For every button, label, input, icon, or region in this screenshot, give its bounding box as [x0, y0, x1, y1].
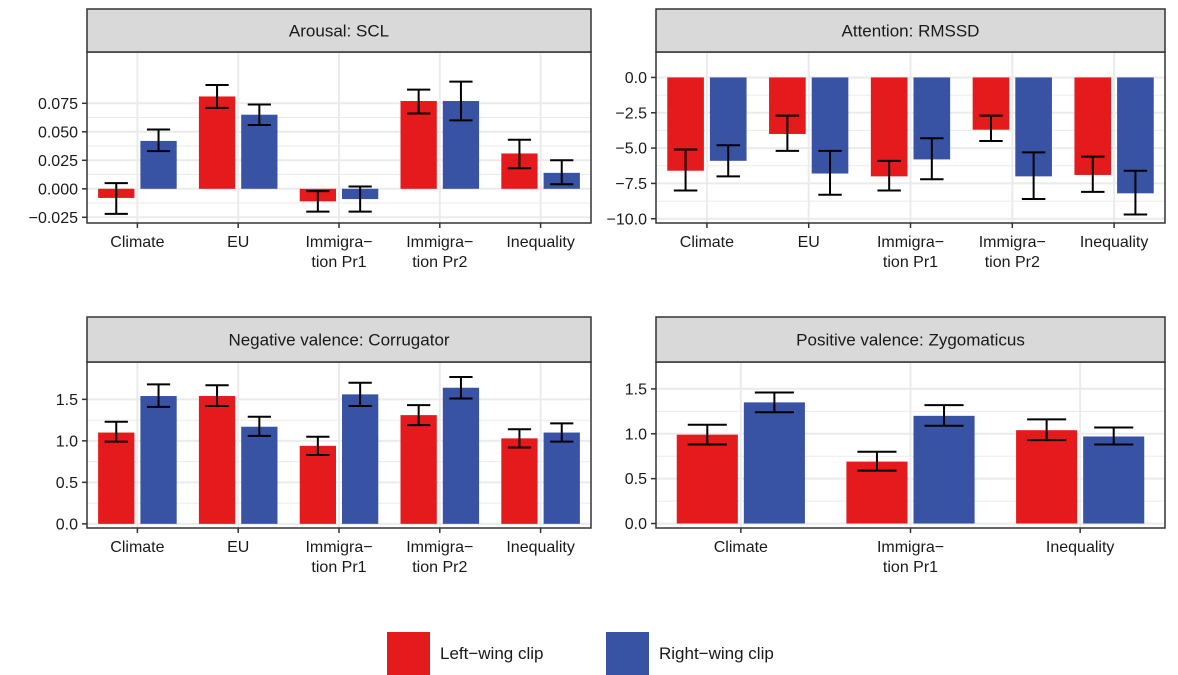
- x-tick-label: Climate: [110, 234, 164, 251]
- x-tick-label: EU: [227, 539, 249, 556]
- y-tick-label: −2.5: [615, 105, 647, 122]
- x-tick-label: Immigra− tion Pr1: [877, 234, 944, 271]
- y-tick-label: −0.025: [29, 210, 78, 227]
- bar-right-wing: [342, 394, 379, 524]
- bar-left-wing: [198, 396, 236, 524]
- bar-left-wing: [198, 96, 236, 189]
- bar-right-wing: [1083, 436, 1145, 524]
- bar-left-wing: [1016, 430, 1078, 524]
- x-tick-label: Climate: [680, 234, 734, 251]
- facet-strip: [86, 316, 592, 363]
- x-tick-label: Climate: [110, 539, 164, 556]
- y-tick-label: −10.0: [607, 211, 648, 228]
- legend-label: Left−wing clip: [440, 644, 543, 663]
- y-tick-label: 0.5: [625, 471, 647, 488]
- x-tick-label: Inequality: [1080, 234, 1149, 251]
- bar-left-wing: [501, 438, 538, 524]
- legend-key: [387, 632, 430, 675]
- y-tick-label: 0.0: [625, 516, 647, 533]
- legend-key: [606, 632, 649, 675]
- bar-left-wing: [299, 445, 336, 524]
- bar-left-wing: [98, 432, 135, 524]
- y-tick-label: 0.000: [38, 181, 78, 198]
- x-tick-label: Immigra− tion Pr2: [979, 234, 1046, 271]
- y-tick-label: 0.5: [56, 475, 78, 492]
- bar-right-wing: [241, 426, 278, 524]
- facet-strip: [655, 316, 1166, 363]
- x-tick-label: Inequality: [506, 234, 575, 251]
- panel-1: Arousal: SCL −0.025 0.000 0.025 0.050 0.075 Cl…: [29, 8, 592, 271]
- x-tick-label: Climate: [714, 539, 768, 556]
- y-tick-label: 0.075: [38, 96, 78, 113]
- y-tick-label: −5.0: [615, 141, 647, 158]
- y-tick-label: −7.5: [615, 176, 647, 193]
- panel-4: Positive valence: Zygomaticus 0.0 0.5 1.0 1.…: [625, 316, 1166, 576]
- facet-strip: [86, 8, 592, 53]
- legend-label: Right−wing clip: [659, 644, 774, 663]
- x-tick-label: EU: [798, 234, 820, 251]
- bar-right-wing: [442, 387, 480, 524]
- bar-right-wing: [743, 402, 805, 524]
- legend: Left−wing clip Right−wing clip: [387, 632, 774, 675]
- y-tick-label: 1.5: [625, 381, 647, 398]
- y-tick-label: 0.0: [625, 70, 647, 87]
- y-tick-label: 0.050: [38, 124, 78, 141]
- bar-right-wing: [241, 114, 278, 189]
- bar-right-wing: [140, 396, 177, 524]
- bar-left-wing: [676, 434, 738, 524]
- x-tick-label: Immigra− tion Pr2: [406, 539, 473, 576]
- x-tick-label: Immigra− tion Pr1: [877, 539, 944, 576]
- bar-left-wing: [400, 101, 437, 189]
- facet-title: Arousal: SCL: [289, 22, 389, 41]
- facet-title: Positive valence: Zygomaticus: [796, 331, 1025, 350]
- facet-title: Negative valence: Corrugator: [228, 331, 449, 350]
- facet-title: Attention: RMSSD: [842, 22, 980, 41]
- y-tick-label: 0.025: [38, 153, 78, 170]
- bar-left-wing: [846, 461, 908, 524]
- y-tick-label: 0.0: [56, 516, 78, 533]
- y-tick-label: 1.5: [56, 392, 78, 409]
- facet-strip: [655, 8, 1166, 53]
- panel-2: Attention: RMSSD −10.0 −7.5 −5.0 −2.5 0.0 Clim…: [607, 8, 1166, 271]
- panel-3: Negative valence: Corrugator 0.0 0.5 1.0 1.5…: [56, 316, 592, 576]
- x-tick-label: Inequality: [506, 539, 575, 556]
- x-tick-label: Immigra− tion Pr2: [406, 234, 473, 271]
- bar-right-wing: [913, 415, 975, 524]
- x-tick-label: EU: [227, 234, 249, 251]
- y-tick-label: 1.0: [56, 433, 78, 450]
- bar-left-wing: [400, 415, 437, 524]
- y-tick-label: 1.0: [625, 426, 647, 443]
- bar-right-wing: [543, 432, 580, 524]
- x-tick-label: Immigra− tion Pr1: [305, 234, 372, 271]
- x-tick-label: Inequality: [1046, 539, 1115, 556]
- x-tick-label: Immigra− tion Pr1: [305, 539, 372, 576]
